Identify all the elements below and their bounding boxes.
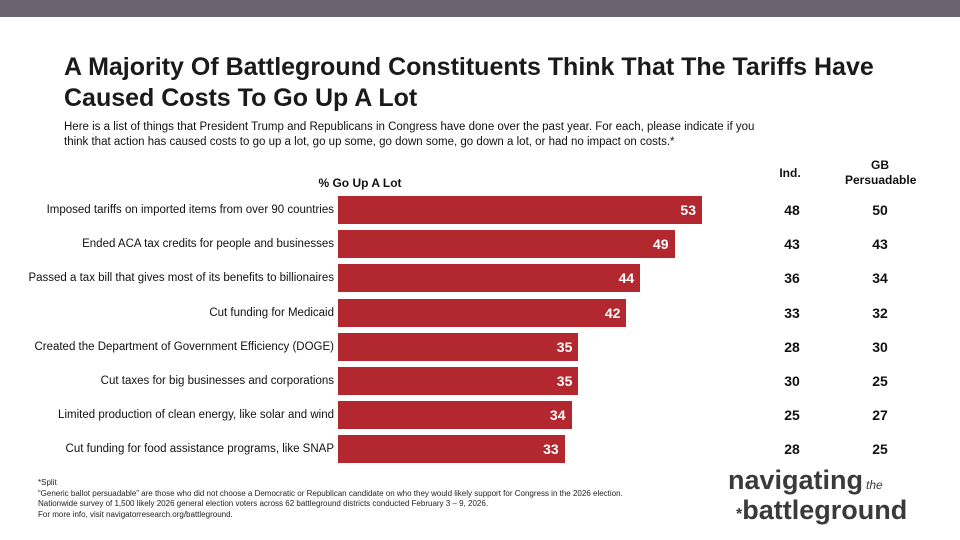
footnote: For more info, visit navigatorresearch.o… xyxy=(38,509,233,519)
bar-value-label: 34 xyxy=(549,407,566,424)
category-label: Imposed tariffs on imported items from o… xyxy=(46,204,334,216)
bar-row: Cut funding for Medicaid 42 33 32 xyxy=(0,298,960,327)
category-label: Cut funding for food assistance programs… xyxy=(65,443,334,456)
bar-row: Cut funding for food assistance programs… xyxy=(0,435,960,464)
column-header-ind: Ind. xyxy=(779,166,801,180)
bar-value-label: 35 xyxy=(556,338,573,355)
bar: 53 xyxy=(338,196,702,224)
gb-value: 25 xyxy=(872,373,888,389)
ind-value: 36 xyxy=(784,270,800,287)
bar-row: Cut taxes for big businesses and corpora… xyxy=(0,367,960,395)
chart-title: % Go Up A Lot xyxy=(318,176,402,190)
bar-value-label: 53 xyxy=(680,202,696,218)
top-bar xyxy=(0,0,960,17)
bar: 49 xyxy=(338,230,675,259)
gb-value: 50 xyxy=(872,202,888,218)
subtitle: Here is a list of things that President … xyxy=(64,121,755,148)
bar: 35 xyxy=(338,332,579,361)
footnotes: *Split “Generic ballot persuadable” are … xyxy=(38,478,718,520)
ind-value: 43 xyxy=(784,236,800,253)
bar-value-label: 49 xyxy=(652,236,669,253)
bar: 35 xyxy=(338,367,579,395)
category-label: Ended ACA tax credits for people and bus… xyxy=(82,238,334,251)
bar-row: Created the Department of Government Eff… xyxy=(0,332,960,361)
footnote: *Split xyxy=(38,478,57,487)
ind-value: 33 xyxy=(784,304,800,321)
gb-value: 25 xyxy=(872,441,888,458)
gb-value: 30 xyxy=(872,338,888,355)
column-header-gb: GB Persuadable xyxy=(845,158,917,187)
bar-row: Limited production of clean energy, like… xyxy=(0,401,960,430)
footnote: Nationwide survey of 1,500 likely 2026 g… xyxy=(38,499,489,508)
gb-value: 32 xyxy=(872,304,888,321)
ind-value: 28 xyxy=(784,441,800,458)
bar: 44 xyxy=(338,264,641,293)
ind-value: 25 xyxy=(784,407,800,424)
bar-value-label: 35 xyxy=(556,373,573,389)
logo: navigating the *battleground xyxy=(728,465,908,525)
ind-value: 28 xyxy=(784,338,800,355)
category-label: Limited production of clean energy, like… xyxy=(58,409,334,422)
bar-value-label: 33 xyxy=(543,441,559,458)
page-title: A Majority Of Battleground Constituents … xyxy=(64,53,874,112)
bar: 33 xyxy=(338,435,565,464)
bar-value-label: 42 xyxy=(604,304,621,321)
bar-row: Passed a tax bill that gives most of its… xyxy=(0,264,960,293)
footnote: “Generic ballot persuadable” are those w… xyxy=(38,488,623,498)
ind-value: 30 xyxy=(784,373,800,389)
bar: 34 xyxy=(338,401,572,430)
gb-value: 27 xyxy=(872,407,888,424)
bar-row: Ended ACA tax credits for people and bus… xyxy=(0,230,960,259)
category-label: Cut taxes for big businesses and corpora… xyxy=(100,375,334,387)
bar-row: Imposed tariffs on imported items from o… xyxy=(0,196,960,224)
bar-value-label: 44 xyxy=(618,270,635,287)
category-label: Passed a tax bill that gives most of its… xyxy=(28,272,334,285)
category-label: Cut funding for Medicaid xyxy=(209,306,334,319)
category-label: Created the Department of Government Eff… xyxy=(34,340,334,353)
ind-value: 48 xyxy=(784,202,800,218)
gb-value: 43 xyxy=(872,236,888,253)
bar: 42 xyxy=(338,298,627,327)
gb-value: 34 xyxy=(872,270,888,287)
